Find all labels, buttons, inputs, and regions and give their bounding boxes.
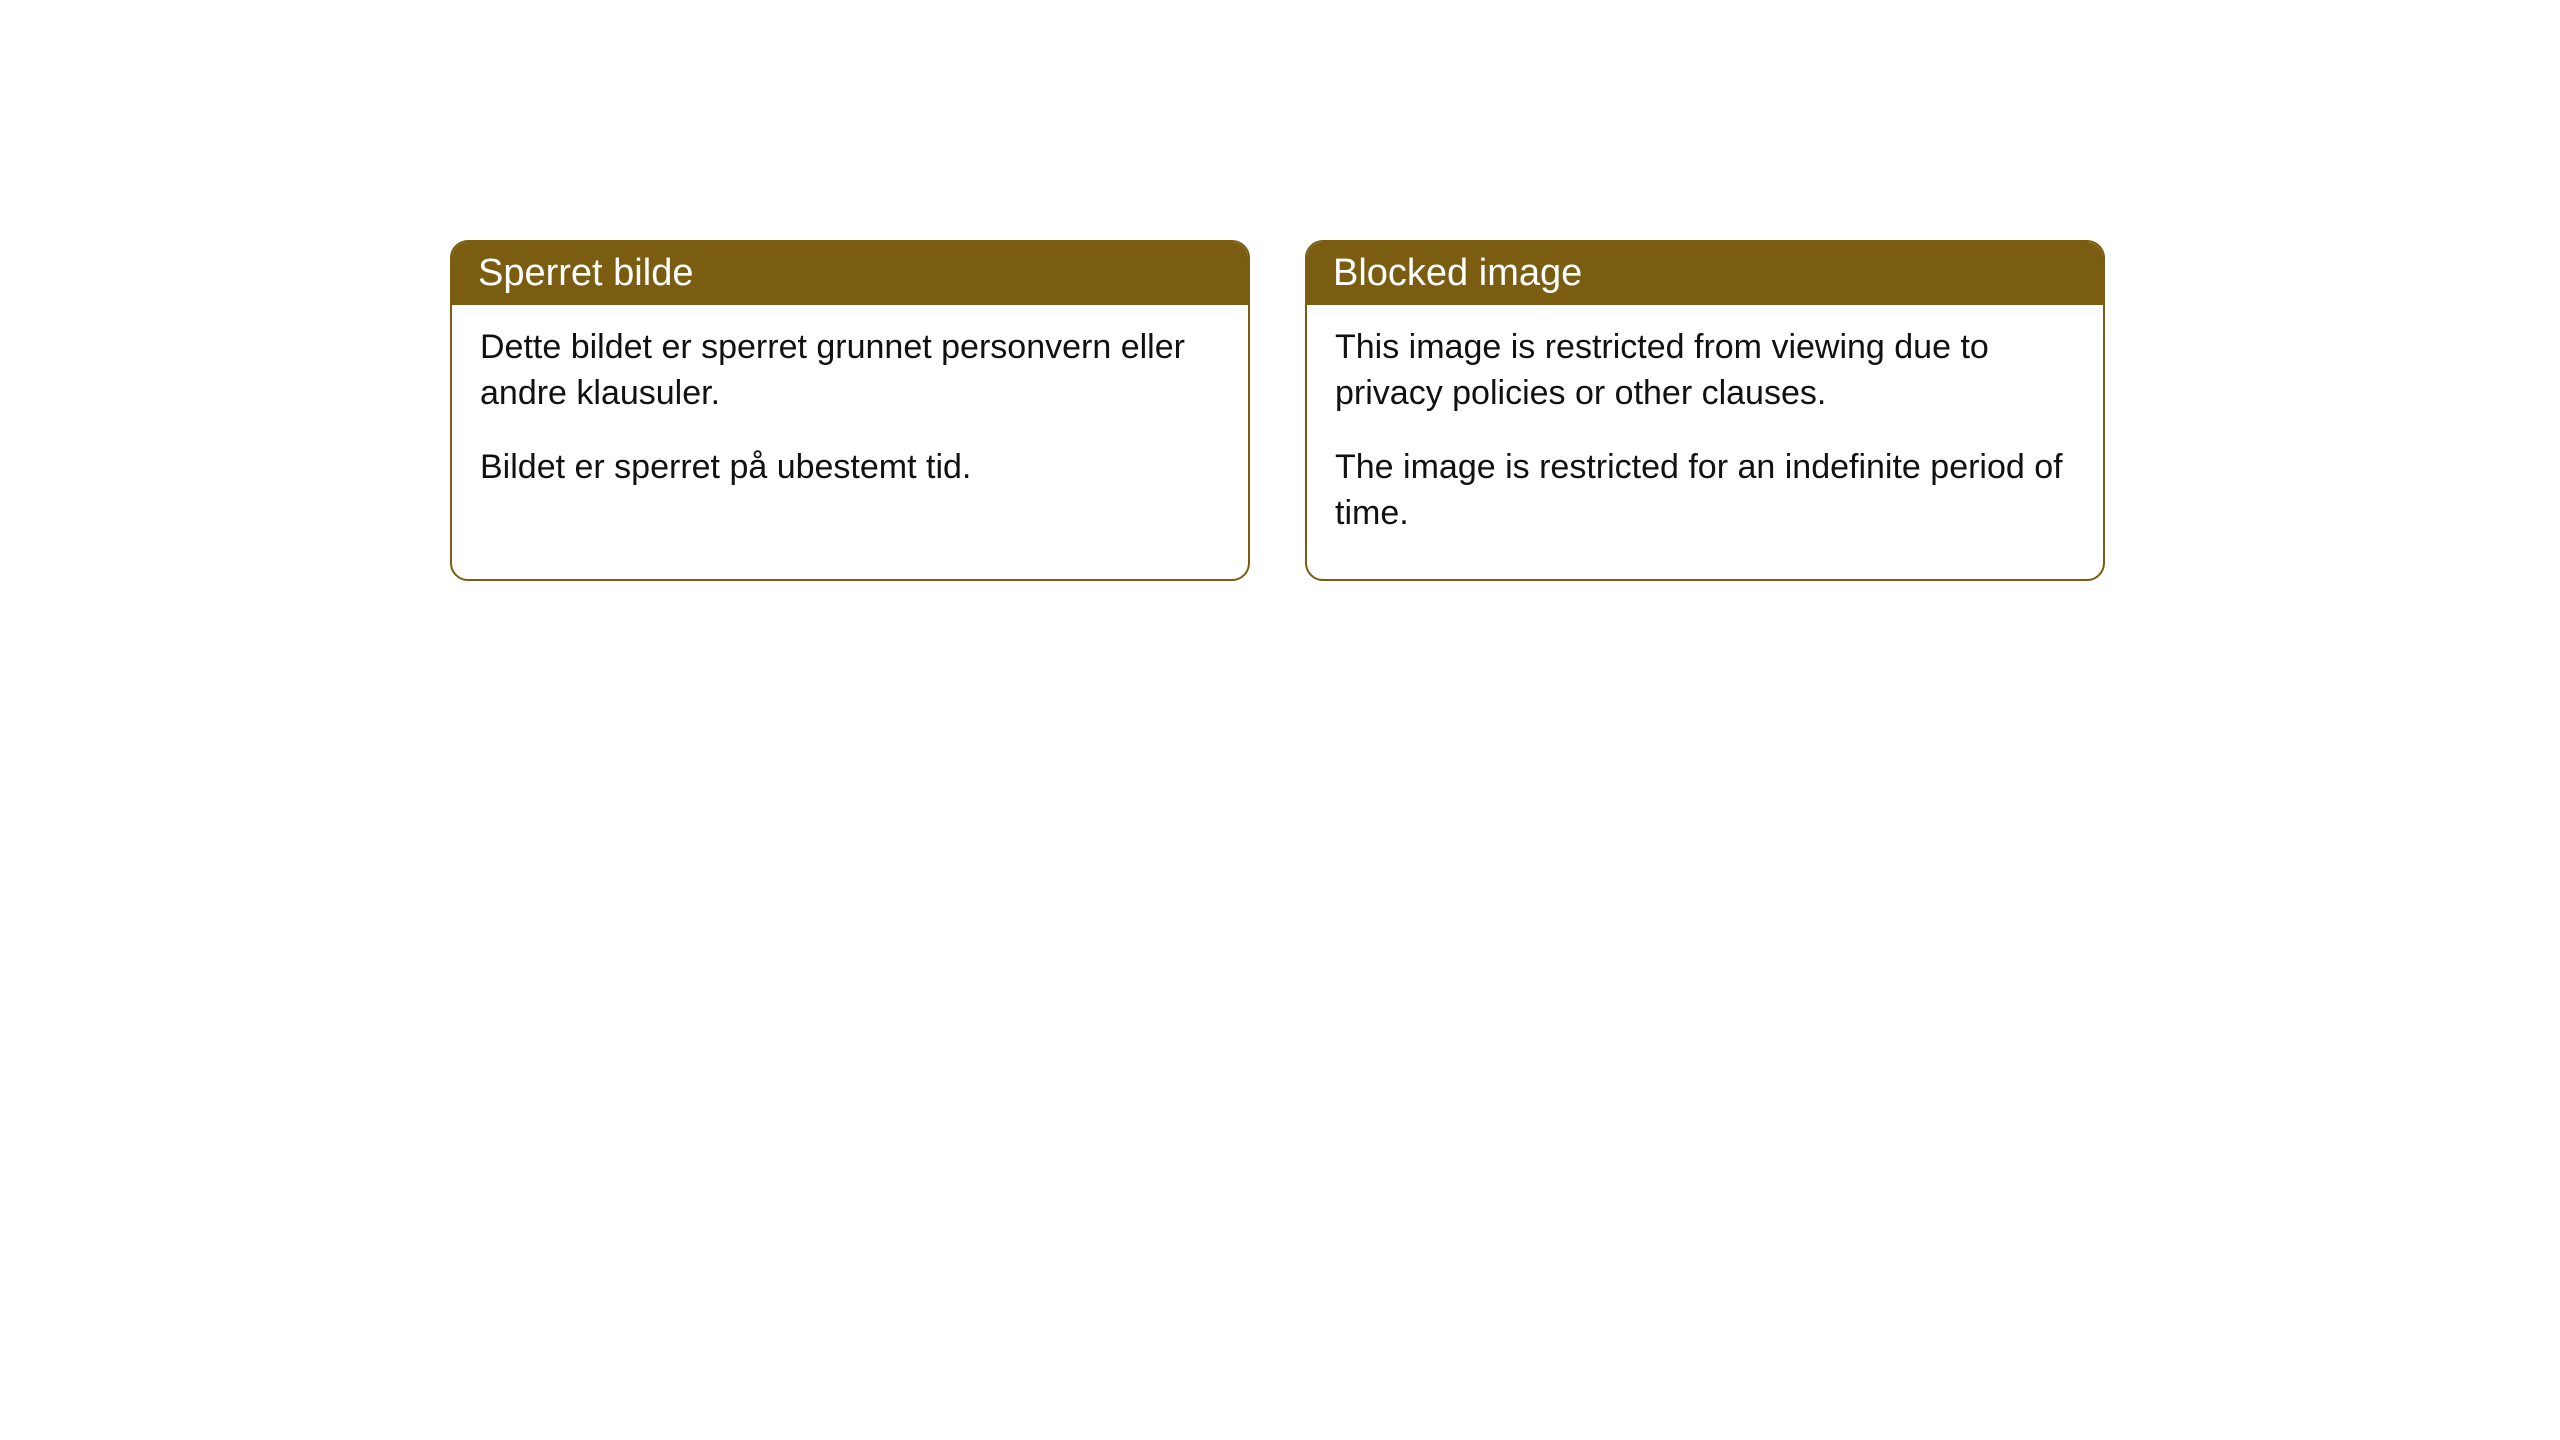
card-text-2: Bildet er sperret på ubestemt tid. [480, 445, 1220, 491]
notice-card-norwegian: Sperret bilde Dette bildet er sperret gr… [450, 240, 1250, 581]
notice-card-english: Blocked image This image is restricted f… [1305, 240, 2105, 581]
notice-cards-row: Sperret bilde Dette bildet er sperret gr… [450, 240, 2560, 581]
card-text-1: Dette bildet er sperret grunnet personve… [480, 325, 1220, 417]
card-title: Sperret bilde [452, 242, 1248, 305]
card-text-1: This image is restricted from viewing du… [1335, 325, 2075, 417]
card-body: Dette bildet er sperret grunnet personve… [452, 305, 1248, 533]
card-title: Blocked image [1307, 242, 2103, 305]
card-text-2: The image is restricted for an indefinit… [1335, 445, 2075, 537]
card-body: This image is restricted from viewing du… [1307, 305, 2103, 579]
